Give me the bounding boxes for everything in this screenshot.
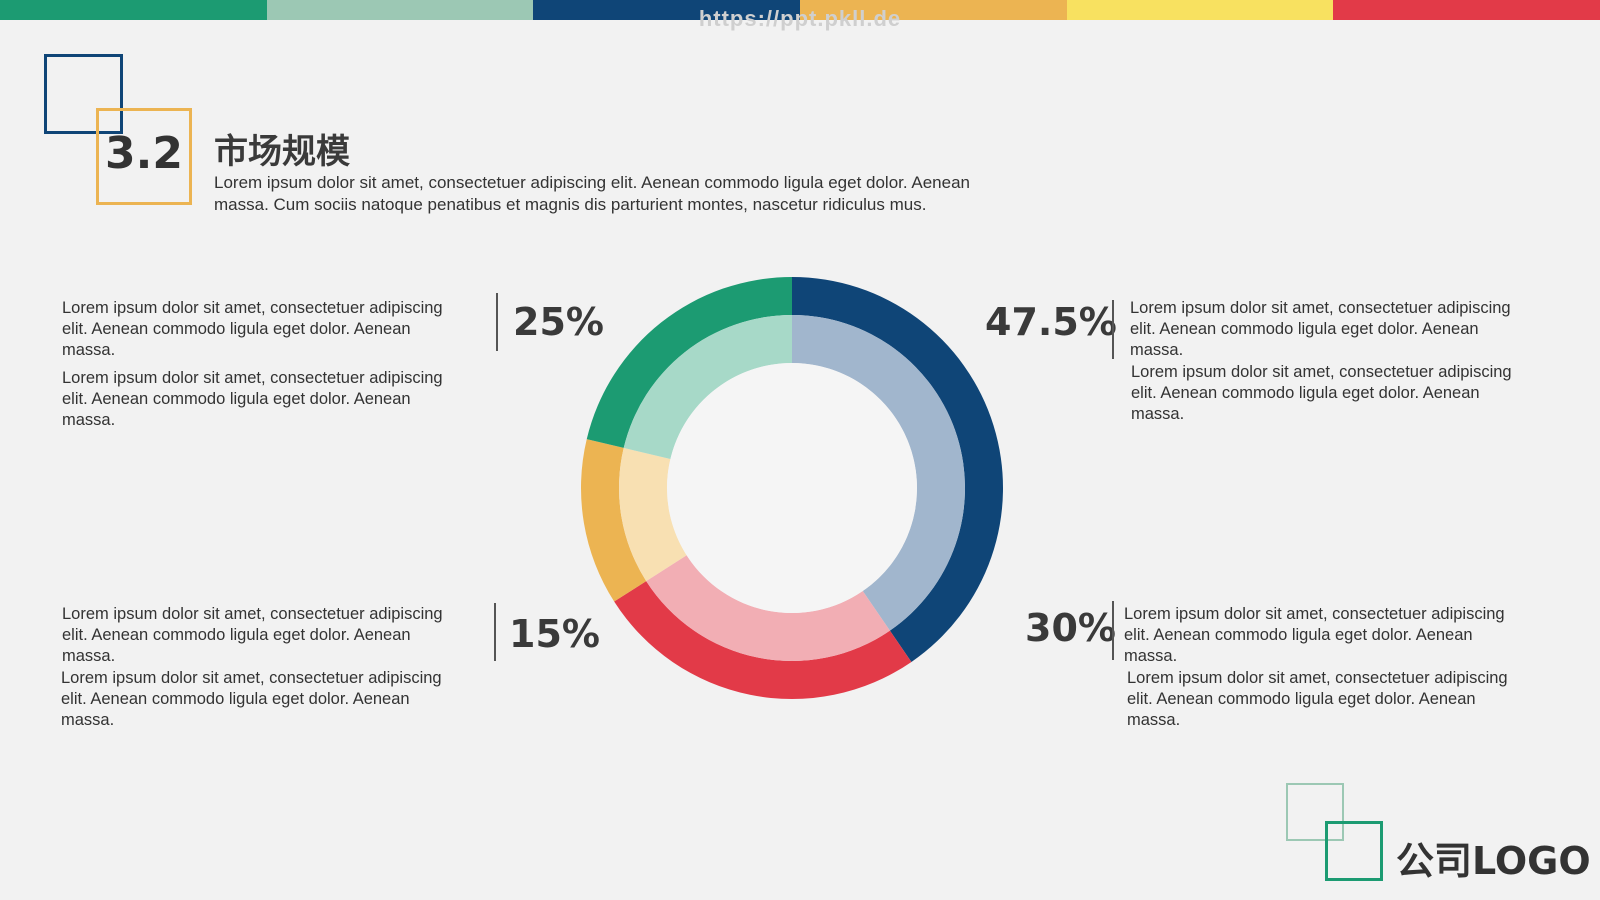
- donut-chart: [581, 277, 1004, 699]
- divider-line: [496, 293, 498, 351]
- text-line: massa.: [1124, 647, 1178, 665]
- text-line: elit. Aenean commodo ligula eget dolor. …: [62, 320, 411, 338]
- section-number: 3.2: [105, 128, 183, 179]
- donut-slice-inner: [623, 315, 792, 460]
- color-segment: [1066, 0, 1334, 20]
- color-segment: [533, 0, 801, 20]
- color-segment: [1333, 0, 1600, 20]
- donut-center: [667, 363, 917, 613]
- page-subtitle: Lorem ipsum dolor sit amet, consectetuer…: [214, 172, 1034, 216]
- percent-label-bottom-right: 30%: [1025, 606, 1116, 650]
- color-segment: [266, 0, 534, 20]
- subtitle-line: massa. Cum sociis natoque penatibus et m…: [214, 195, 927, 214]
- text-line: Lorem ipsum dolor sit amet, consectetuer…: [62, 605, 443, 623]
- text-block-top-right: Lorem ipsum dolor sit amet, consectetuer…: [1130, 298, 1511, 361]
- text-line: Lorem ipsum dolor sit amet, consectetuer…: [1124, 605, 1505, 623]
- percent-label-bottom-left: 15%: [509, 612, 600, 656]
- divider-line: [494, 603, 496, 661]
- text-block-bottom-left-2: Lorem ipsum dolor sit amet, consectetuer…: [61, 668, 442, 731]
- donut-slice-inner: [619, 447, 687, 582]
- watermark: https://ppt.pkll.de: [698, 6, 902, 31]
- text-line: massa.: [61, 711, 115, 729]
- text-line: Lorem ipsum dolor sit amet, consectetuer…: [62, 369, 443, 387]
- text-block-top-right-2: Lorem ipsum dolor sit amet, consectetuer…: [1131, 362, 1512, 425]
- text-line: massa.: [62, 411, 116, 429]
- text-line: elit. Aenean commodo ligula eget dolor. …: [1124, 626, 1473, 644]
- divider-line: [1112, 601, 1114, 660]
- text-line: elit. Aenean commodo ligula eget dolor. …: [62, 626, 411, 644]
- subtitle-line: Lorem ipsum dolor sit amet, consectetuer…: [214, 173, 971, 192]
- percent-label-top-left: 25%: [513, 300, 604, 344]
- text-line: Lorem ipsum dolor sit amet, consectetuer…: [1130, 299, 1511, 317]
- decor-square-blue: [44, 54, 123, 134]
- text-line: Lorem ipsum dolor sit amet, consectetuer…: [1131, 363, 1512, 381]
- page-title: 市场规模: [214, 132, 350, 172]
- percent-label-top-right: 47.5%: [985, 300, 1117, 344]
- text-block-bottom-right-2: Lorem ipsum dolor sit amet, consectetuer…: [1127, 668, 1508, 731]
- logo-square-light: [1286, 783, 1344, 841]
- donut-slice-outer: [586, 277, 792, 448]
- text-line: massa.: [62, 341, 116, 359]
- text-block-top-left: Lorem ipsum dolor sit amet, consectetuer…: [62, 298, 443, 361]
- text-line: Lorem ipsum dolor sit amet, consectetuer…: [1127, 669, 1508, 687]
- text-line: Lorem ipsum dolor sit amet, consectetuer…: [61, 669, 442, 687]
- text-line: massa.: [1127, 711, 1181, 729]
- donut-slice-outer: [792, 277, 1004, 662]
- donut-slice-outer: [581, 439, 647, 602]
- text-line: elit. Aenean commodo ligula eget dolor. …: [1130, 320, 1479, 338]
- text-line: elit. Aenean commodo ligula eget dolor. …: [62, 390, 411, 408]
- divider-line: [1112, 300, 1114, 359]
- text-line: massa.: [1130, 341, 1184, 359]
- text-block-top-left-2: Lorem ipsum dolor sit amet, consectetuer…: [62, 368, 443, 431]
- text-line: massa.: [1131, 405, 1185, 423]
- text-block-bottom-left: Lorem ipsum dolor sit amet, consectetuer…: [62, 604, 443, 667]
- donut-slice-outer: [614, 581, 912, 699]
- color-segment: [0, 0, 267, 20]
- text-line: Lorem ipsum dolor sit amet, consectetuer…: [62, 299, 443, 317]
- text-line: elit. Aenean commodo ligula eget dolor. …: [1131, 384, 1480, 402]
- text-line: elit. Aenean commodo ligula eget dolor. …: [61, 690, 410, 708]
- logo-square-dark: [1325, 821, 1383, 881]
- text-block-bottom-right: Lorem ipsum dolor sit amet, consectetuer…: [1124, 604, 1505, 667]
- text-line: elit. Aenean commodo ligula eget dolor. …: [1127, 690, 1476, 708]
- top-color-bar: [0, 0, 1600, 20]
- decor-square-gold: [96, 108, 192, 205]
- donut-slice-inner: [792, 315, 965, 631]
- color-segment: [800, 0, 1067, 20]
- company-logo: 公司LOGO: [1396, 839, 1591, 883]
- donut-slice-inner: [646, 555, 890, 661]
- text-line: massa.: [62, 647, 116, 665]
